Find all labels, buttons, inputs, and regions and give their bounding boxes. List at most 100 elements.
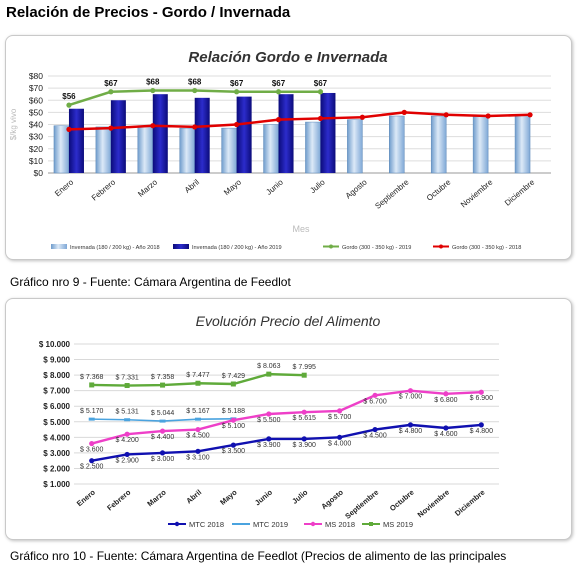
caption-chart-9: Gráfico nro 9 - Fuente: Cámara Argentina… [10,275,291,289]
chart1-bar-invernada-2018 [389,115,405,174]
chart1-bar-invernada-2018 [430,115,447,174]
price-ratio-chart: Relación Gordo e Invernada $0 $10 $20 $30 $40… [9,49,551,251]
chart1-bar-invernada-2018 [221,127,237,174]
chart2-data-label: $ 4.800 [470,428,493,435]
chart1-data-label: $67 [272,79,286,88]
chart2-legend-label: MTC 2019 [253,520,288,529]
chart1-data-label: $67 [314,79,328,88]
chart1-point-gordo-2018 [443,112,449,118]
chart1-point-gordo-2018 [317,115,324,122]
chart2-data-label: $ 7.429 [222,373,245,380]
chart2-data-label: $ 5.500 [257,417,280,424]
chart1-x-tick: Diciembre [503,177,537,207]
chart2-data-label: $ 3.100 [186,454,209,461]
chart1-bar-invernada-2019 [278,94,294,173]
chart2-point-mtc-2018 [230,442,236,448]
chart2-data-label: $ 5.131 [115,409,138,416]
chart2-legend-label: MS 2019 [383,520,413,529]
chart2-point-mtc-2018 [89,458,95,464]
chart1-bar-invernada-2019 [110,100,126,173]
chart1-y-tick: $20 [29,144,43,154]
chart2-x-tick: Octubre [388,488,416,513]
chart2-legend-marker [174,521,180,527]
chart2-data-label: $ 4.000 [328,440,351,447]
chart2-point-ms-2018 [159,428,166,434]
chart2-data-label: $ 5.615 [293,415,316,422]
chart2-point-ms-2018 [443,391,449,397]
chart1-data-label: $56 [62,92,76,101]
chart1-point-gordo-2019 [150,87,156,94]
chart1-bar-invernada-2018 [305,121,321,174]
chart1-legend-swatch [173,244,189,249]
chart2-y-tick: $ 2.000 [43,464,70,473]
chart2-point-mtc-2018 [337,434,343,440]
chart2-title: Evolución Precio del Alimento [196,313,381,329]
chart2-y-tick: $ 3.000 [43,449,70,458]
chart2-y-tick: $ 6.000 [43,402,70,411]
chart2-y-tick: $ 5.000 [43,418,70,427]
chart2-data-label: $ 2.500 [80,464,103,471]
chart2-point-ms-2018 [195,426,201,433]
chart2-x-tick: Mayo [218,487,239,506]
chart2-data-label: $ 5.170 [80,408,103,415]
chart1-point-gordo-2019 [317,89,324,95]
chart2-point-mtc-2018 [159,450,166,456]
chart2-point-ms-2018 [407,388,414,394]
chart2-data-label: $ 7.368 [80,374,103,381]
chart1-x-tick: Enero [53,177,76,198]
chart2-x-tick: Septiembre [343,488,380,521]
chart2-x-tick: Junio [253,487,274,507]
chart1-point-gordo-2019 [108,89,114,95]
chart1-line-gordo-2018 [68,111,531,131]
chart2-y-tick: $ 10.000 [39,340,71,349]
chart2-x-tick: Julio [290,487,310,505]
chart1-x-tick: Agosto [344,177,369,200]
chart1-x-tick: Mayo [222,177,243,197]
chart2-point-ms-2019 [266,371,272,377]
chart1-x-tick: Septiembre [373,177,411,211]
chart2-point-ms-2019 [160,382,166,388]
chart2-data-label: $ 4.200 [115,437,138,444]
chart1-bar-invernada-2018 [472,115,489,174]
chart1-y-tick: $80 [29,71,43,81]
chart2-point-ms-2018 [230,417,236,423]
chart2-x-tick: Agosto [319,487,345,511]
chart1-data-label: $67 [230,79,244,88]
feed-price-chart: Evolución Precio del Alimento $ 1.000 $ 2.… [39,313,499,529]
chart1-point-gordo-2018 [234,121,240,128]
chart1-y-tick: $40 [29,120,43,130]
chart1-bar-invernada-2018 [137,125,154,174]
chart1-data-label: $68 [188,78,202,87]
chart2-point-ms-2019 [124,383,130,389]
chart2-legend-label: MTC 2018 [189,520,224,529]
chart2-data-label: $ 5.188 [222,408,245,415]
chart1-y-tick: $10 [29,156,43,166]
chart2-data-label: $ 3.900 [293,442,316,449]
chart1-bar-invernada-2019 [236,96,252,173]
chart1-x-tick: Abril [183,178,201,195]
chart2-data-label: $ 4.500 [186,433,209,440]
chart1-bar-invernada-2018 [514,114,531,174]
chart1-bar-invernada-2018 [347,119,363,174]
chart1-point-gordo-2018 [527,112,533,118]
chart2-point-ms-2018 [124,431,130,437]
chart1-bar-invernada-2019 [320,92,336,173]
chart1-point-gordo-2019 [275,89,282,95]
chart1-y-label: $/kg vivo [9,108,18,140]
chart-panel-feed-price: Evolución Precio del Alimento $ 1.000 $ 2.… [5,298,572,540]
chart-panel-price-ratio: Relación Gordo e Invernada $0 $10 $20 $30 $40… [5,35,572,260]
chart2-data-label: $ 4.800 [399,428,422,435]
chart1-data-label: $67 [104,79,118,88]
chart1-x-label: Mes [292,224,310,234]
chart2-point-ms-2019 [195,380,201,386]
chart2-data-label: $ 5.700 [328,414,351,421]
chart2-data-label: $ 7.331 [115,375,138,382]
chart2-point-ms-2018 [478,389,484,395]
chart1-legend-swatch [51,244,67,249]
chart1-legend-label: Gordo (300 - 350 kg) - 2019 [342,245,411,251]
chart1-y-tick: $60 [29,95,43,105]
chart2-data-label: $ 4.400 [151,434,174,441]
chart2-line-ms-2018 [91,389,482,445]
chart2-point-mtc-2018 [266,436,272,442]
chart2-line-mtc-2018 [91,423,482,462]
